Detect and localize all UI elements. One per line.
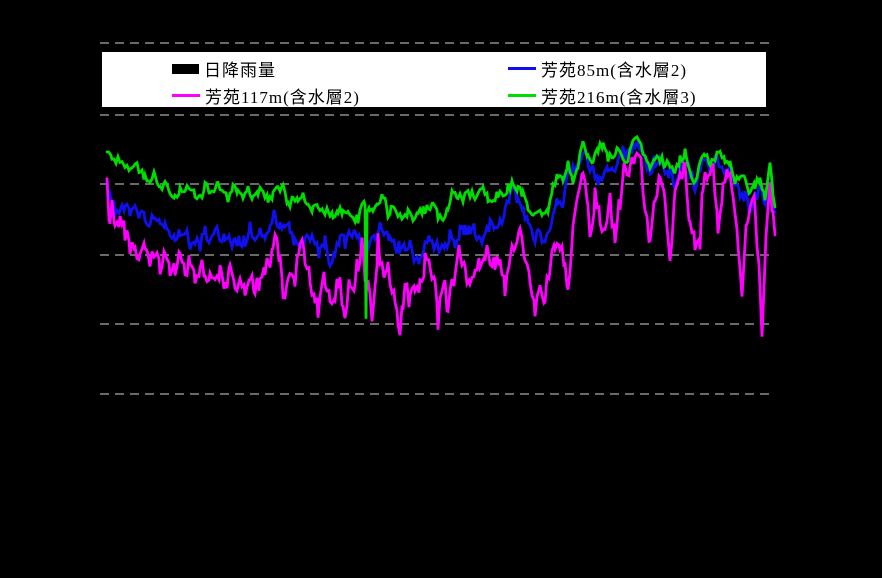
- legend-label-rainfall: 日降雨量: [204, 61, 276, 80]
- legend-item-fangyuan-216m: 芳苑216m(含水層3): [508, 83, 697, 108]
- legend-label-fangyuan-85m: 芳苑85m(含水層2): [541, 61, 688, 80]
- blue-line-swatch: [508, 67, 536, 70]
- legend-item-fangyuan-85m: 芳苑85m(含水層2): [508, 56, 687, 81]
- series-lines: [105, 134, 777, 337]
- rainfall-bar-swatch: [172, 63, 199, 74]
- magenta-line-swatch: [172, 94, 200, 97]
- legend-item-rainfall: 日降雨量: [172, 56, 276, 81]
- series-line-fangyuan-117m: [105, 150, 777, 337]
- legend-label-fangyuan-117m: 芳苑117m(含水層2): [205, 88, 360, 107]
- series-line-fangyuan-85m: [105, 137, 777, 270]
- green-line-swatch: [508, 94, 536, 97]
- legend-item-fangyuan-117m: 芳苑117m(含水層2): [172, 83, 360, 108]
- legend: 日降雨量 芳苑85m(含水層2) 芳苑117m(含水層2) 芳苑216m(含水層…: [100, 50, 768, 109]
- gridlines: [100, 42, 772, 395]
- legend-label-fangyuan-216m: 芳苑216m(含水層3): [541, 88, 697, 107]
- series-line-fangyuan-216m: [105, 134, 777, 319]
